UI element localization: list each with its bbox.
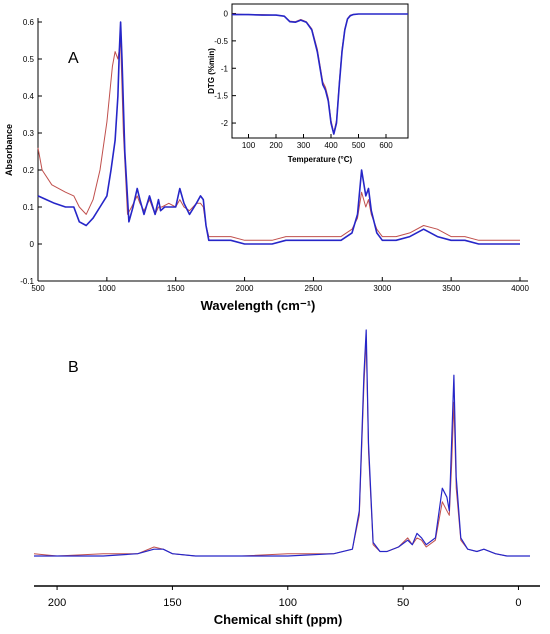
chart-inset-y-tick-label: -1.5	[214, 92, 228, 101]
chart-a-y-tick-label: 0.1	[23, 203, 35, 212]
chart-a-y-tick-label: 0.2	[23, 166, 35, 175]
chart-a-x-tick-label: 4000	[511, 284, 529, 293]
chart-a-y-tick-label: 0.4	[23, 92, 35, 101]
chart-b-x-tick-label: 50	[397, 597, 409, 609]
chart-inset-x-tick-label: 200	[269, 141, 283, 150]
chart-b-x-tick-label: 200	[48, 597, 66, 609]
chart-a-series-0-line	[37, 21, 520, 245]
chart-inset-x-tick-label: 100	[242, 141, 256, 150]
chart-a-panel-label: A	[68, 50, 79, 67]
chart-a-ylabel: Absorbance	[4, 124, 14, 176]
chart-b-x-tick-label: 100	[279, 597, 297, 609]
chart-inset-y-tick-label: -0.5	[214, 37, 228, 46]
chart-a-series-1-line	[37, 40, 520, 241]
chart-a: A Absorbance Wavelength (cm⁻¹) 500 1000 15…	[4, 18, 529, 313]
chart-a-xlabel: Wavelength (cm⁻¹)	[201, 298, 316, 313]
chart-a-y-tick-label: -0.1	[20, 277, 34, 286]
chart-a-x-tick-label: 2500	[305, 284, 323, 293]
chart-inset-y-tick-label: -2	[221, 119, 229, 128]
chart-b-xlabel: Chemical shift (ppm)	[214, 612, 343, 627]
chart-inset-y-tick-label: 0	[224, 9, 229, 18]
chart-inset: DTG (%min) Temperature (°C) 100 200 300 400…	[207, 3, 409, 164]
chart-b-x-tick-label: 0	[515, 597, 521, 609]
chart-inset-x-tick-label: 600	[379, 141, 393, 150]
chart-inset-x-tick-label: 500	[352, 141, 366, 150]
chart-a-x-tick-label: 1500	[167, 284, 185, 293]
chart-inset-x-tick-label: 400	[324, 141, 338, 150]
chart-a-x-tick-label: 1000	[98, 284, 116, 293]
chart-a-y-tick-label: 0.3	[23, 129, 35, 138]
chart-a-x-tick-label: 500	[31, 284, 45, 293]
chart-b-panel-label: B	[68, 359, 79, 376]
chart-inset-x-tick-label: 300	[297, 141, 311, 150]
chart-a-x-tick-label: 3000	[373, 284, 391, 293]
chart-a-y-tick-label: 0	[30, 240, 35, 249]
chart-inset-series-0-line	[232, 13, 408, 135]
chart-inset-xlabel: Temperature (°C)	[288, 155, 353, 164]
chart-a-y-tick-label: 0.6	[23, 18, 35, 27]
chart-b-series-0-line	[34, 329, 530, 557]
chart-a-x-tick-label: 2000	[236, 284, 254, 293]
chart-a-x-tick-label: 3500	[442, 284, 460, 293]
chart-inset-y-tick-label: -1	[221, 64, 229, 73]
chart-b: B Chemical shift (ppm) 200 150 100 50 0	[33, 329, 540, 627]
chart-inset-ylabel: DTG (%min)	[207, 48, 216, 94]
chart-a-y-tick-label: 0.5	[23, 55, 35, 64]
chart-b-x-tick-label: 150	[163, 597, 181, 609]
